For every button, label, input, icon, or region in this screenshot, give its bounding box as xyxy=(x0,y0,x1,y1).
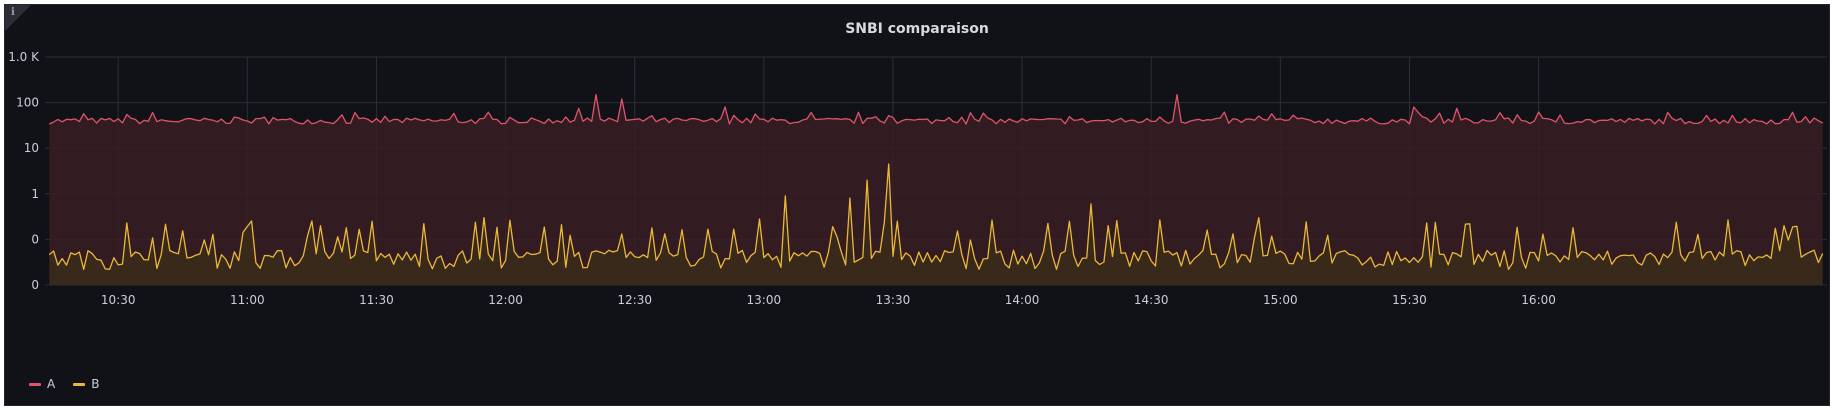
x-tick-label: 16:00 xyxy=(1521,293,1556,307)
x-tick-label: 14:30 xyxy=(1134,293,1169,307)
series-line-a xyxy=(49,93,1824,125)
x-axis-ticks: 10:30 11:00 11:30 12:00 12:30 13:00 13:30 14:00… xyxy=(101,293,1556,307)
x-tick-label: 12:30 xyxy=(617,293,652,307)
y-tick-label: 10 xyxy=(24,141,39,155)
legend: A B xyxy=(29,377,99,391)
x-tick-label: 12:00 xyxy=(488,293,523,307)
x-tick-label: 14:00 xyxy=(1005,293,1040,307)
panel-info-corner[interactable] xyxy=(5,5,31,31)
y-tick-label: 0 xyxy=(31,278,39,292)
x-tick-label: 15:30 xyxy=(1392,293,1427,307)
x-tick-label: 11:30 xyxy=(359,293,394,307)
y-tick-label: 1 xyxy=(31,187,39,201)
series-lines xyxy=(48,93,1824,271)
y-tick-label: 1.0 K xyxy=(8,50,40,64)
x-tick-label: 13:00 xyxy=(747,293,782,307)
x-tick-label: 11:00 xyxy=(230,293,265,307)
legend-item-b[interactable]: B xyxy=(73,377,99,391)
x-tick-label: 10:30 xyxy=(101,293,136,307)
legend-swatch-b xyxy=(73,382,86,386)
series-line-b xyxy=(48,163,1824,271)
x-tick-label: 15:00 xyxy=(1263,293,1298,307)
legend-swatch-a xyxy=(29,382,41,386)
y-tick-label: 100 xyxy=(16,96,39,110)
series-area-a xyxy=(49,94,1823,285)
info-icon[interactable]: i xyxy=(11,7,15,18)
legend-item-a[interactable]: A xyxy=(29,377,55,391)
x-tick-label: 13:30 xyxy=(876,293,911,307)
legend-label-b: B xyxy=(91,377,100,391)
chart-panel: i SNBI comparaison 1.0 K 100 10 1 0 0 10:30 11… xyxy=(4,4,1830,406)
chart-title: SNBI comparaison xyxy=(845,21,989,37)
y-tick-label: 0 xyxy=(31,232,39,246)
legend-label-a: A xyxy=(47,377,56,391)
